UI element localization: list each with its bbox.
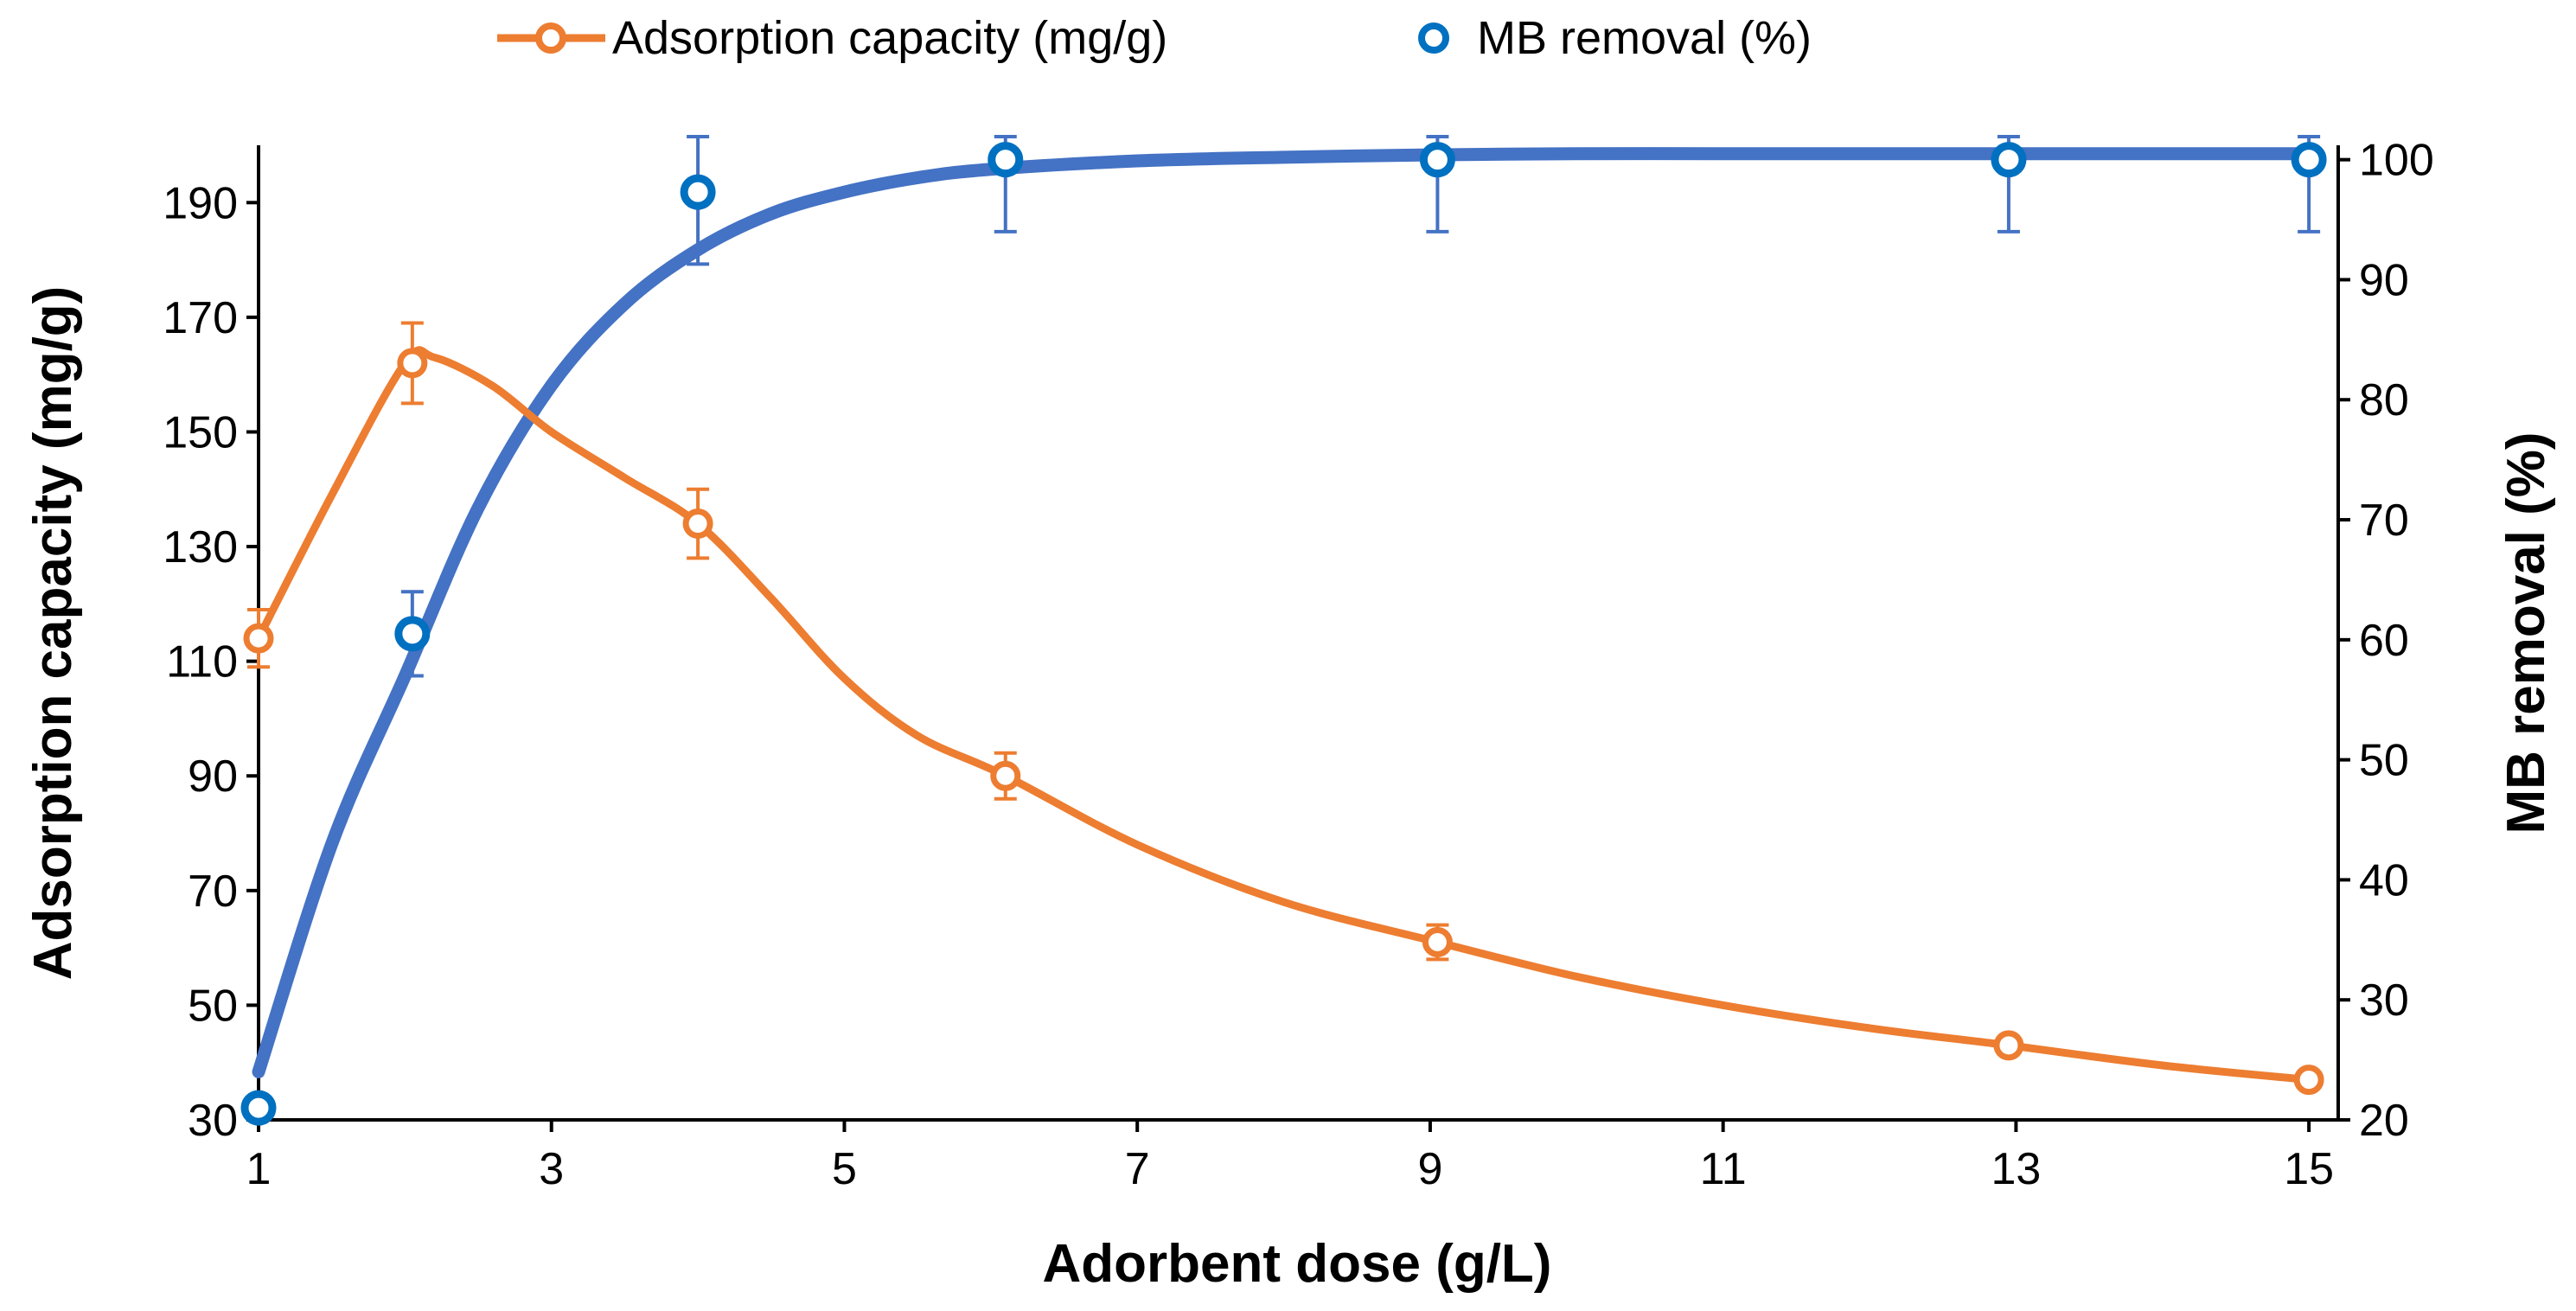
y-right-tick-label: 90 bbox=[2359, 255, 2409, 305]
x-ticks: 1 3 5 7 9 11 13 15 bbox=[246, 1120, 2334, 1194]
adsorption-capacity-point bbox=[397, 348, 428, 379]
legend-marker-adsorption-capacity bbox=[535, 22, 566, 54]
y-right-tick-label: 100 bbox=[2359, 136, 2434, 186]
mb-removal-point bbox=[394, 616, 431, 652]
mb-removal-point bbox=[680, 174, 716, 210]
fit-curves bbox=[252, 147, 2316, 1084]
error-bars bbox=[247, 135, 2321, 1088]
x-tick-label: 9 bbox=[1417, 1144, 1442, 1194]
y-left-tick-label: 50 bbox=[188, 981, 238, 1031]
adsorption-capacity-point bbox=[243, 623, 274, 654]
adsorption-capacity-fit-curve bbox=[254, 346, 2313, 1084]
mb-removal-point bbox=[988, 142, 1024, 178]
y-right-tick-label: 30 bbox=[2359, 975, 2409, 1026]
y-right-ticks: 20 30 40 50 60 70 80 90 100 bbox=[2338, 136, 2434, 1146]
mb-removal-point bbox=[2291, 142, 2327, 178]
y-right-tick-label: 50 bbox=[2359, 736, 2409, 786]
x-tick-label: 7 bbox=[1125, 1144, 1150, 1194]
markers bbox=[240, 142, 2327, 1126]
y-left-tick-label: 150 bbox=[163, 407, 238, 457]
y-right-tick-label: 20 bbox=[2359, 1096, 2409, 1146]
right-y-axis-title: MB removal (%) bbox=[2496, 432, 2556, 834]
y-left-tick-label: 110 bbox=[166, 637, 238, 687]
adsorption-capacity-point bbox=[1993, 1030, 2024, 1061]
legend-item-adsorption-capacity: Adsorption capacity (mg/g) bbox=[497, 12, 1167, 64]
y-right-tick-label: 40 bbox=[2359, 855, 2409, 905]
legend-label-adsorption-capacity: Adsorption capacity (mg/g) bbox=[612, 12, 1167, 64]
y-left-tick-label: 90 bbox=[188, 751, 238, 802]
adsorption-capacity-point bbox=[682, 508, 713, 540]
y-left-tick-label: 30 bbox=[188, 1096, 238, 1146]
mb-removal-fit-curve bbox=[252, 147, 2316, 1078]
y-left-tick-label: 130 bbox=[163, 522, 238, 572]
y-right-tick-label: 80 bbox=[2359, 375, 2409, 425]
x-tick-label: 11 bbox=[1700, 1144, 1747, 1194]
x-axis-title: Adorbent dose (g/L) bbox=[1043, 1234, 1552, 1294]
x-tick-label: 13 bbox=[1991, 1144, 2041, 1194]
legend-label-mb-removal: MB removal (%) bbox=[1477, 12, 1812, 64]
x-tick-label: 3 bbox=[539, 1144, 564, 1194]
adsorption-capacity-point bbox=[1422, 926, 1453, 957]
y-right-tick-label: 70 bbox=[2359, 496, 2409, 546]
adsorption-capacity-point bbox=[990, 760, 1021, 791]
adsorption-capacity-point bbox=[2293, 1065, 2324, 1096]
legend-item-mb-removal: MB removal (%) bbox=[1418, 12, 1812, 64]
y-left-ticks: 30 50 70 90 110 130 150 170 190 bbox=[163, 178, 259, 1146]
left-y-axis-title: Adsorption capacity (mg/g) bbox=[23, 286, 83, 981]
y-right-tick-label: 60 bbox=[2359, 616, 2409, 666]
x-tick-label: 1 bbox=[246, 1144, 272, 1194]
x-tick-label: 15 bbox=[2284, 1144, 2334, 1194]
x-tick-label: 5 bbox=[832, 1144, 857, 1194]
legend-marker-mb-removal bbox=[1418, 22, 1449, 54]
y-left-tick-label: 190 bbox=[163, 178, 238, 228]
mb-removal-point bbox=[1419, 142, 1455, 178]
y-left-tick-label: 170 bbox=[163, 293, 238, 343]
y-left-tick-label: 70 bbox=[188, 867, 238, 917]
legend: Adsorption capacity (mg/g) MB removal (%… bbox=[497, 12, 1812, 64]
mb-removal-point bbox=[1991, 142, 2027, 178]
mb-removal-point bbox=[240, 1090, 277, 1126]
